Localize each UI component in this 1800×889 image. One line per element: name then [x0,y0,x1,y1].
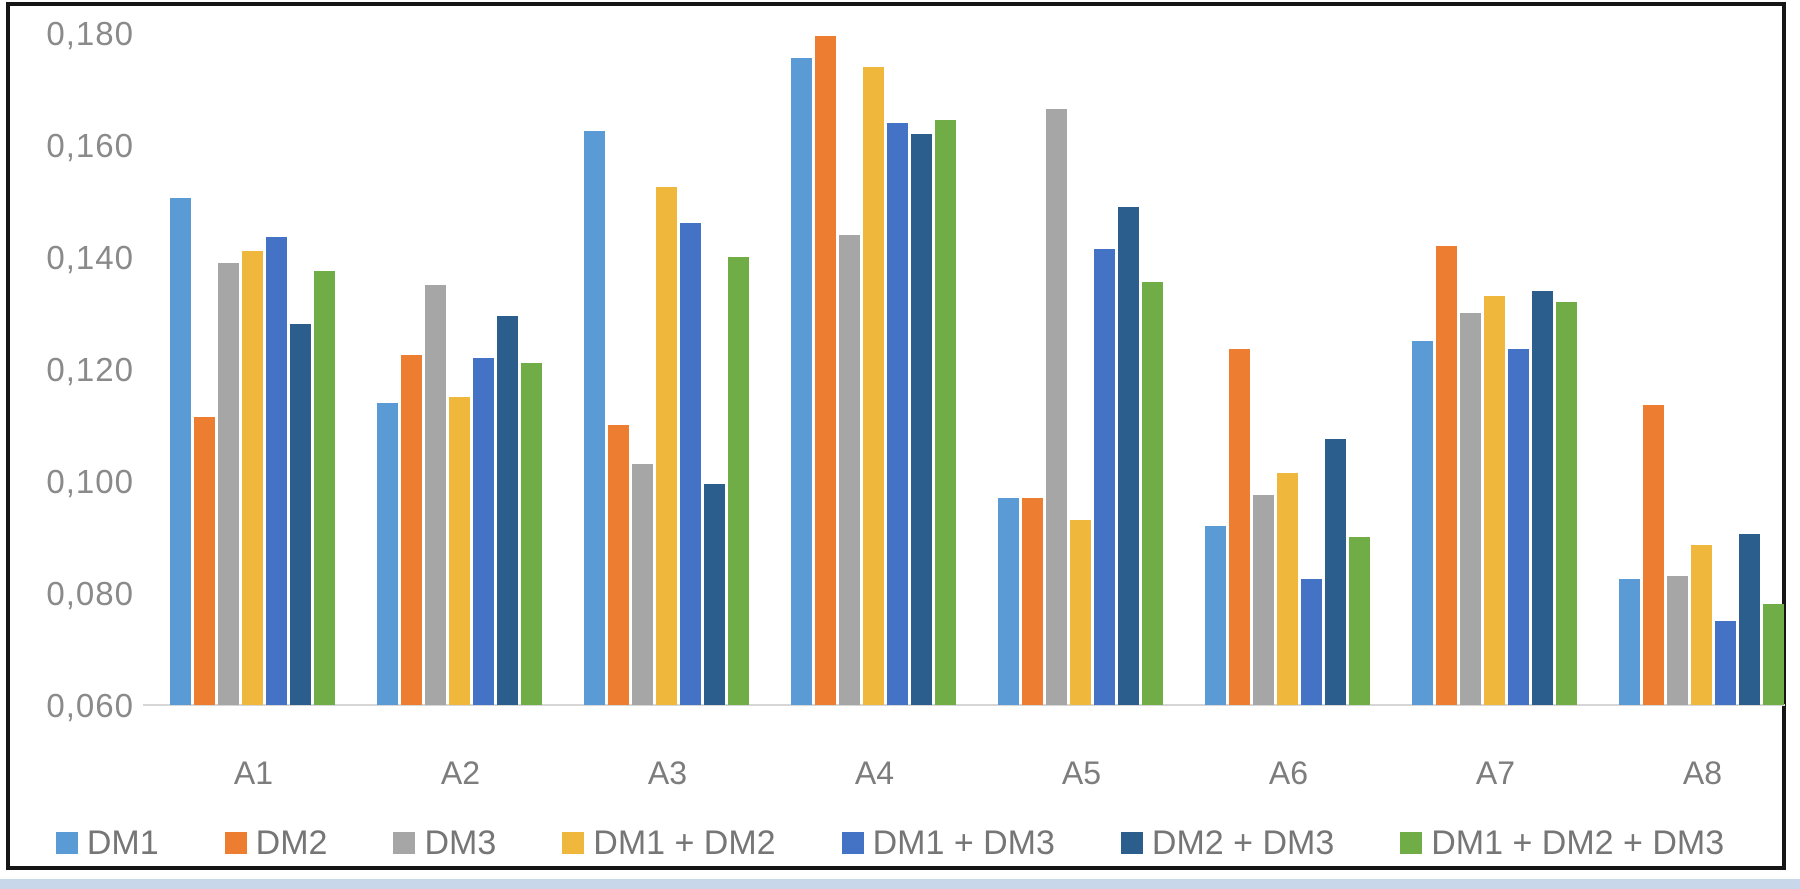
bar-A4-series-6 [911,134,932,705]
bar-A7-series-5 [1508,349,1529,705]
bar-A5-series-5 [1094,249,1115,705]
bar-A7-series-2 [1436,246,1457,705]
bar-A5-series-1 [998,498,1019,705]
bar-A1-series-3 [218,263,239,705]
bar-A7-series-4 [1484,296,1505,705]
category-label-A7: A7 [1475,755,1516,791]
bar-A6-series-7 [1349,537,1370,705]
bar-A8-series-6 [1739,534,1760,705]
y-axis-tick-label: 0,080 [46,575,134,612]
bar-A5-series-6 [1118,207,1139,705]
bar-A1-series-5 [266,237,287,705]
bar-A3-series-7 [728,257,749,705]
category-label-A6: A6 [1268,755,1309,791]
bar-A7-series-3 [1460,313,1481,705]
legend-label: DM2 [255,824,328,862]
y-axis-tick-label: 0,180 [46,15,134,52]
bar-A4-series-3 [839,235,860,705]
bar-A6-series-2 [1229,349,1250,705]
bar-A8-series-3 [1667,576,1688,705]
bar-A3-series-3 [632,464,653,705]
legend-item: DM1 + DM2 [562,824,776,862]
legend-label: DM1 + DM3 [872,824,1055,862]
category-label-A3: A3 [647,755,688,791]
category-label-A4: A4 [854,755,895,791]
bar-A3-series-2 [608,425,629,705]
bar-A7-series-1 [1412,341,1433,705]
legend-label: DM1 + DM2 [593,824,776,862]
y-axis-tick-label: 0,060 [46,687,134,724]
legend-label: DM1 + DM2 + DM3 [1431,824,1725,862]
legend-swatch-icon [224,832,247,854]
y-axis-tick-label: 0,140 [46,239,134,276]
y-axis-tick-label: 0,100 [46,463,134,500]
legend-swatch-icon [562,832,585,854]
bar-A1-series-1 [170,198,191,705]
legend-label: DM1 [86,824,159,862]
bar-A5-series-7 [1142,282,1163,705]
bar-A3-series-4 [656,187,677,705]
bar-A6-series-5 [1301,579,1322,705]
bottom-strip [0,879,1800,889]
legend-swatch-icon [55,832,78,854]
bar-A1-series-4 [242,251,263,705]
bar-A4-series-7 [935,120,956,705]
legend-item: DM1 + DM2 + DM3 [1400,826,1724,860]
bar-A4-series-1 [791,58,812,705]
legend-item: DM2 [224,824,328,862]
legend-label: DM3 [424,824,497,862]
bar-A5-series-4 [1070,520,1091,705]
legend-item: DM1 + DM3 [841,824,1055,862]
legend-label: DM2 + DM3 [1151,824,1335,862]
bar-A8-series-7 [1763,604,1784,705]
bar-A7-series-6 [1532,291,1553,705]
bar-A2-series-7 [521,363,542,705]
bar-A4-series-5 [887,123,908,705]
bar-A3-series-5 [680,223,701,705]
x-axis-baseline [143,704,1785,706]
bar-A6-series-1 [1205,526,1226,705]
bar-A4-series-4 [863,67,884,705]
bar-A6-series-3 [1253,495,1274,705]
bar-A2-series-1 [377,403,398,705]
bar-A4-series-2 [815,36,836,705]
bar-A2-series-4 [449,397,470,705]
bar-A5-series-2 [1022,498,1043,705]
bar-A5-series-3 [1046,109,1067,705]
bar-A2-series-6 [497,316,518,705]
category-label-A8: A8 [1682,755,1723,791]
legend-swatch-icon [393,832,416,854]
bar-A2-series-2 [401,355,422,705]
bar-A1-series-7 [314,271,335,705]
chart-legend: DM1 DM2 DM3 DM1 + DM2 DM1 + DM3 DM2 + DM3 DM1 … [0,826,1780,860]
bar-A7-series-7 [1556,302,1577,705]
bar-A2-series-5 [473,358,494,705]
legend-item: DM2 + DM3 [1120,824,1335,862]
y-axis-tick-label: 0,160 [46,127,134,164]
bar-A8-series-4 [1691,545,1712,705]
legend-swatch-icon [1400,832,1423,854]
bar-A8-series-1 [1619,579,1640,705]
bar-A8-series-2 [1643,405,1664,705]
bar-A6-series-6 [1325,439,1346,705]
bar-A3-series-6 [704,484,725,705]
legend-swatch-icon [1120,832,1143,854]
category-label-A5: A5 [1061,755,1102,791]
bar-A6-series-4 [1277,473,1298,705]
legend-item: DM1 [55,824,159,862]
bar-A2-series-3 [425,285,446,705]
legend-item: DM3 [393,826,496,860]
y-axis-tick-label: 0,120 [46,351,134,388]
legend-swatch-icon [841,832,864,854]
category-label-A2: A2 [440,755,481,791]
bar-A1-series-6 [290,324,311,705]
bar-A3-series-1 [584,131,605,705]
bar-A8-series-5 [1715,621,1736,705]
bar-A1-series-2 [194,417,215,705]
category-label-A1: A1 [233,755,274,791]
